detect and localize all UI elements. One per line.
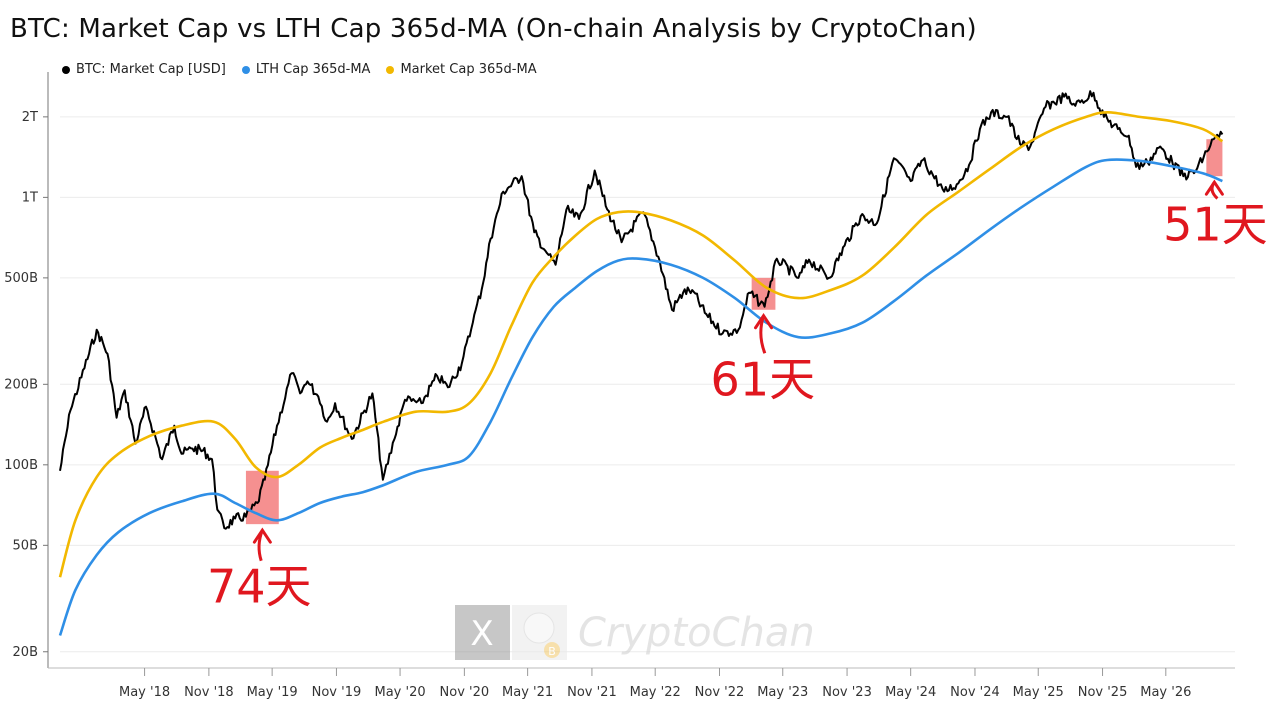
- legend-label: Market Cap 365d-MA: [400, 62, 537, 77]
- x-tick-label: May '19: [247, 685, 298, 700]
- x-tick-label: May '23: [757, 685, 808, 700]
- chart-title: BTC: Market Cap vs LTH Cap 365d-MA (On-c…: [10, 14, 977, 44]
- annotation-label: 51天: [1163, 197, 1268, 251]
- x-tick-label: Nov '25: [1078, 685, 1128, 700]
- y-axis-ticks: 20B 50B 100B 200B 500B 1T 2T: [4, 72, 49, 668]
- lth-cap-ma-line: [58, 158, 1223, 636]
- x-tick-label: Nov '21: [567, 685, 617, 700]
- legend-item-market-cap[interactable]: BTC: Market Cap [USD]: [62, 62, 226, 77]
- x-tick-label: May '18: [119, 685, 170, 700]
- annotation-arrowhead: [754, 313, 774, 330]
- legend-label: BTC: Market Cap [USD]: [76, 62, 226, 77]
- x-tick-label: May '21: [502, 685, 553, 700]
- grid-lines: [60, 116, 1235, 653]
- annotation-label: 61天: [711, 352, 816, 406]
- legend-label: LTH Cap 365d-MA: [255, 62, 371, 77]
- y-tick-label: 2T: [22, 110, 38, 125]
- y-tick-label: 500B: [4, 271, 38, 286]
- y-tick-label: 20B: [13, 645, 38, 660]
- legend-item-market-cap-ma[interactable]: Market Cap 365d-MA: [386, 62, 537, 77]
- market-cap-ma-line: [58, 111, 1224, 578]
- x-axis-ticks: May '18 Nov '18 May '19 Nov '19 May '20 Nov '…: [48, 667, 1235, 700]
- legend-dot-icon: [241, 65, 250, 74]
- x-tick-label: Nov '22: [695, 685, 745, 700]
- annotation-arrowhead: [252, 527, 272, 544]
- x-tick-label: Nov '20: [440, 685, 490, 700]
- legend: BTC: Market Cap [USD] LTH Cap 365d-MA Ma…: [62, 62, 537, 77]
- watermark-x-logo-bg: [455, 605, 510, 660]
- annotation-arrows: [252, 179, 1224, 562]
- annotation-label: 74天: [207, 560, 312, 614]
- x-tick-label: May '20: [374, 685, 425, 700]
- x-tick-label: May '26: [1140, 685, 1191, 700]
- watermark-badge: [544, 642, 560, 658]
- y-tick-label: 200B: [4, 377, 38, 392]
- x-tick-label: Nov '18: [184, 685, 234, 700]
- y-tick-label: 1T: [22, 190, 38, 205]
- y-tick-label: 50B: [13, 538, 38, 553]
- watermark-badge-letter: B: [548, 645, 556, 658]
- annotation-arrowhead: [1204, 179, 1224, 196]
- market-cap-line: [59, 90, 1224, 530]
- x-tick-label: Nov '23: [822, 685, 872, 700]
- x-tick-label: May '25: [1013, 685, 1064, 700]
- x-tick-label: Nov '24: [950, 685, 1000, 700]
- legend-dot-icon: [386, 65, 395, 74]
- watermark: X B CryptoChan: [455, 605, 815, 660]
- series-lines: [58, 90, 1224, 636]
- watermark-avatar: [523, 612, 555, 644]
- legend-dot-icon: [62, 65, 70, 74]
- x-tick-label: May '24: [885, 685, 936, 700]
- y-tick-label: 100B: [4, 458, 38, 473]
- highlight-region: [1206, 139, 1223, 177]
- watermark-text: CryptoChan: [578, 610, 815, 656]
- legend-item-lth-cap[interactable]: LTH Cap 365d-MA: [241, 62, 371, 77]
- x-tick-label: May '22: [630, 685, 681, 700]
- annotations: 74天 61天 51天: [207, 197, 1268, 613]
- watermark-x-logo: X: [470, 614, 493, 654]
- x-tick-label: Nov '19: [312, 685, 362, 700]
